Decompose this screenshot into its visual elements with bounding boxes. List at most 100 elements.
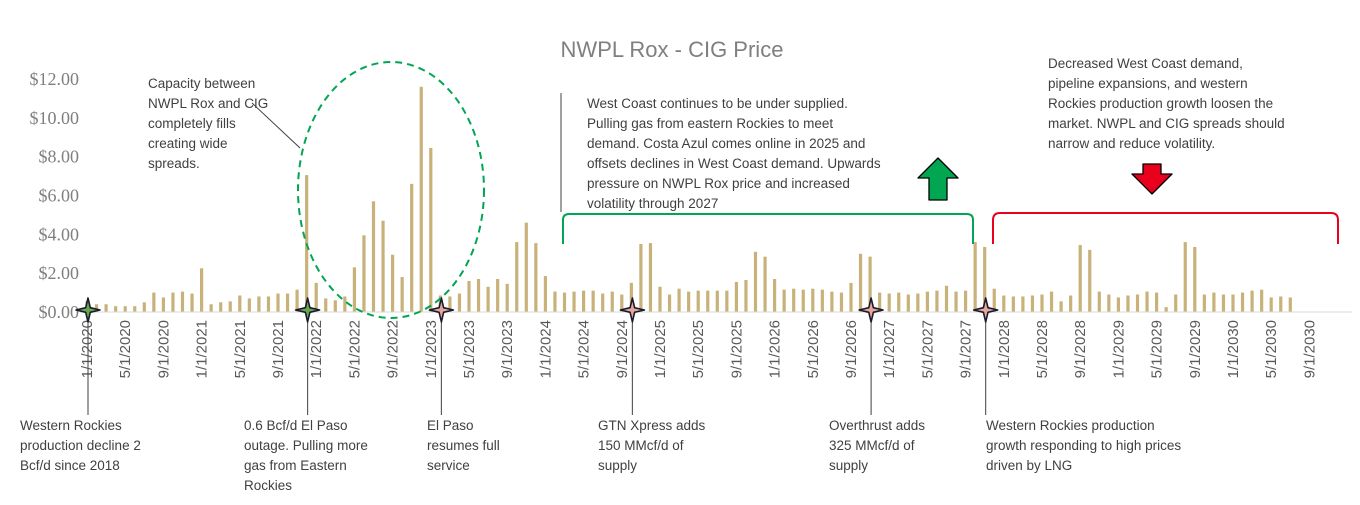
west-coast-annotation: West Coast continues to be under supplie… xyxy=(587,96,881,211)
bar xyxy=(1155,292,1159,312)
bar xyxy=(553,291,557,312)
event-annotation-5: Overthrust adds 325 MMcf/d of supply xyxy=(829,418,926,473)
event-annotation-1: Western Rockies production decline 2 Bcf… xyxy=(20,418,141,473)
event-star-icon xyxy=(858,297,884,323)
y-tick-label: $4.00 xyxy=(39,224,80,244)
x-tick-label: 9/1/2026 xyxy=(843,320,860,378)
bar xyxy=(457,293,462,312)
y-axis: $0.00 $2.00 $4.00 $6.00 $8.00 $10.00 $12.00 xyxy=(30,69,80,322)
bar xyxy=(1164,307,1168,312)
x-tick-label: 5/1/2023 xyxy=(461,320,478,378)
bar xyxy=(1250,290,1254,312)
up-arrow-icon xyxy=(917,157,959,201)
bar xyxy=(524,222,528,312)
bar xyxy=(1183,242,1187,312)
event-star-icon xyxy=(75,297,101,323)
x-tick-label: 9/1/2023 xyxy=(499,320,516,378)
bar xyxy=(1049,291,1054,312)
bar xyxy=(209,304,213,312)
bar xyxy=(476,278,481,312)
x-tick-label: 5/1/2026 xyxy=(805,320,822,378)
bar xyxy=(429,147,433,312)
bar xyxy=(1221,294,1226,312)
bar xyxy=(391,254,395,312)
bar xyxy=(1135,294,1140,312)
event-star-icon xyxy=(972,297,999,323)
bar xyxy=(343,296,347,312)
bar xyxy=(1202,294,1206,312)
event-star-icon xyxy=(428,297,455,323)
bar xyxy=(992,288,996,312)
bar xyxy=(715,290,719,312)
event-stars xyxy=(75,297,999,323)
x-tick-label: 5/1/2024 xyxy=(576,320,593,378)
bar xyxy=(773,278,777,312)
bar xyxy=(410,183,414,312)
bar xyxy=(1288,297,1292,312)
bar xyxy=(180,291,185,312)
bar xyxy=(152,292,156,312)
bar xyxy=(1279,296,1283,312)
x-tick-label: 5/1/2025 xyxy=(690,320,707,378)
x-tick-label: 9/1/2027 xyxy=(958,320,975,378)
x-tick-label: 1/1/2027 xyxy=(881,320,898,378)
bar xyxy=(505,283,509,312)
bar xyxy=(94,304,99,312)
y-tick-label: $10.00 xyxy=(30,108,80,128)
bar xyxy=(725,290,729,312)
x-tick-label: 5/1/2028 xyxy=(1034,320,1051,378)
x-tick-label: 5/1/2030 xyxy=(1263,320,1280,378)
bar xyxy=(944,285,949,312)
bar xyxy=(696,290,700,312)
downward-period-bracket xyxy=(992,212,1339,244)
bar xyxy=(801,289,805,312)
bar xyxy=(763,256,767,312)
bar xyxy=(983,246,987,312)
bar xyxy=(572,291,576,312)
upward-period-bracket xyxy=(562,213,974,244)
x-tick-label: 5/1/2027 xyxy=(919,320,936,378)
event-star-icon xyxy=(619,297,646,323)
bar xyxy=(687,291,691,312)
bar xyxy=(849,282,853,313)
x-tick-label: 9/1/2028 xyxy=(1072,320,1089,378)
bar xyxy=(1011,296,1015,312)
bar xyxy=(257,296,261,312)
bar xyxy=(954,291,958,312)
bar xyxy=(1145,291,1149,312)
decreased-demand-annotation: Decreased West Coast demand, pipeline ex… xyxy=(1048,56,1285,151)
bar xyxy=(314,282,318,313)
bar xyxy=(1059,301,1063,312)
x-tick-label: 1/1/2024 xyxy=(537,320,554,378)
event-annotation-3: El Paso resumes full service xyxy=(427,418,500,473)
bar xyxy=(1260,289,1264,312)
bar xyxy=(782,289,786,312)
bar xyxy=(486,286,490,312)
bar xyxy=(830,291,834,312)
bar xyxy=(582,290,586,312)
bar xyxy=(601,293,605,312)
bar xyxy=(916,293,920,312)
bar xyxy=(266,296,271,312)
x-tick-label: 1/1/2029 xyxy=(1110,320,1127,378)
event-star-icon xyxy=(294,297,321,323)
bar xyxy=(906,294,910,312)
x-tick-label: 9/1/2030 xyxy=(1301,320,1318,378)
bar xyxy=(887,293,891,312)
bar xyxy=(324,298,328,312)
bar xyxy=(897,292,901,312)
bar xyxy=(1231,294,1235,312)
bar xyxy=(610,291,614,312)
bar xyxy=(562,292,567,312)
y-tick-label: $12.00 xyxy=(30,69,80,89)
bar xyxy=(114,306,118,312)
x-tick-label: 9/1/2021 xyxy=(270,320,287,378)
down-arrow-icon xyxy=(1131,163,1173,195)
bar xyxy=(620,294,624,312)
bar xyxy=(295,289,299,312)
event-annotation-4: GTN Xpress adds 150 MMcf/d of supply xyxy=(598,418,706,473)
bar xyxy=(811,288,815,312)
bar xyxy=(534,243,538,312)
y-tick-label: $8.00 xyxy=(39,147,80,167)
